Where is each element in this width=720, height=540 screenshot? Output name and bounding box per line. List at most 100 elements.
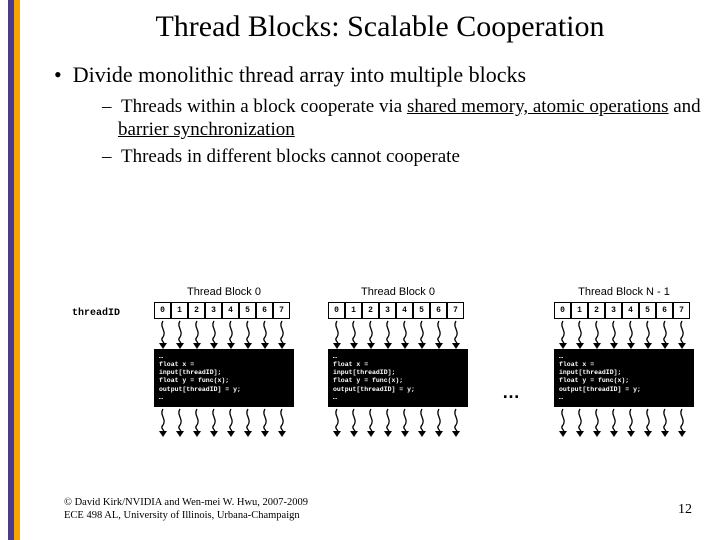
thread-cell: 1 (345, 302, 362, 319)
squiggle-arrow-icon (331, 319, 343, 349)
squiggle-arrow-icon (157, 319, 169, 349)
footer-line1: © David Kirk/NVIDIA and Wen-mei W. Hwu, … (64, 496, 308, 509)
squiggle-arrow-icon (242, 319, 254, 349)
code-box: … float x = input[threadID]; float y = f… (328, 349, 468, 407)
b2a-u1: shared memory, atomic operations (407, 96, 669, 117)
block-title: Thread Block N - 1 (554, 286, 694, 298)
squiggle-arrow-icon (208, 319, 220, 349)
squiggle-arrow-icon (659, 319, 671, 349)
squiggle-arrow-icon (642, 319, 654, 349)
squiggle-arrow-icon (591, 319, 603, 349)
squiggle-arrow-icon (608, 407, 620, 437)
footer-line2: ECE 498 AL, University of Illinois, Urba… (64, 509, 308, 522)
block-title: Thread Block 0 (154, 286, 294, 298)
thread-cell: 2 (588, 302, 605, 319)
squiggle-arrow-icon (225, 407, 237, 437)
squiggle-arrow-icon (574, 407, 586, 437)
thread-cell: 5 (413, 302, 430, 319)
stripe-white (20, 0, 26, 540)
squiggle-arrow-icon (276, 407, 288, 437)
thread-block: Thread Block 0 01234567 … float x = input[… (154, 286, 294, 437)
squiggle-arrow-icon (174, 319, 186, 349)
squiggle-arrow-icon (399, 407, 411, 437)
squiggle-arrow-icon (157, 407, 169, 437)
squiggle-arrow-icon (591, 407, 603, 437)
code-box: … float x = input[threadID]; float y = f… (554, 349, 694, 407)
squiggle-arrow-icon (174, 407, 186, 437)
thread-cell: 0 (554, 302, 571, 319)
squiggle-arrow-icon (225, 319, 237, 349)
squiggle-arrow-icon (365, 407, 377, 437)
arrows-out (154, 407, 290, 437)
ellipsis: … (502, 382, 520, 403)
page-number: 12 (678, 502, 692, 518)
thread-cell: 6 (656, 302, 673, 319)
squiggle-arrow-icon (348, 407, 360, 437)
thread-cell: 4 (222, 302, 239, 319)
squiggle-arrow-icon (557, 319, 569, 349)
squiggle-arrow-icon (557, 407, 569, 437)
thread-cell: 1 (571, 302, 588, 319)
squiggle-arrow-icon (191, 319, 203, 349)
thread-cells-row: 01234567 (328, 302, 468, 319)
blocks-diagram: threadID Thread Block 001234567… float x… (72, 286, 698, 437)
squiggle-arrow-icon (625, 319, 637, 349)
thread-cell: 3 (205, 302, 222, 319)
squiggle-arrow-icon (642, 407, 654, 437)
thread-cell: 2 (188, 302, 205, 319)
arrows-in (328, 319, 464, 349)
threadid-label: threadID (72, 308, 126, 319)
thread-cell: 0 (154, 302, 171, 319)
squiggle-arrow-icon (608, 319, 620, 349)
squiggle-arrow-icon (433, 319, 445, 349)
thread-cell: 4 (396, 302, 413, 319)
squiggle-arrow-icon (399, 319, 411, 349)
squiggle-arrow-icon (382, 407, 394, 437)
b2a-mid: and (668, 96, 700, 117)
thread-cells-row: 01234567 (554, 302, 694, 319)
arrows-in (554, 319, 690, 349)
thread-cell: 5 (639, 302, 656, 319)
thread-cells-row: 01234567 (154, 302, 294, 319)
thread-cell: 7 (673, 302, 690, 319)
thread-block: Thread Block N - 1 01234567 … float x = in… (554, 286, 694, 437)
slide-title: Thread Blocks: Scalable Cooperation (52, 10, 708, 44)
accent-stripes (8, 0, 26, 540)
footer-credits: © David Kirk/NVIDIA and Wen-mei W. Hwu, … (64, 496, 308, 522)
squiggle-arrow-icon (365, 319, 377, 349)
squiggle-arrow-icon (574, 319, 586, 349)
squiggle-arrow-icon (276, 319, 288, 349)
block-title: Thread Block 0 (328, 286, 468, 298)
arrows-in (154, 319, 290, 349)
thread-cell: 6 (430, 302, 447, 319)
squiggle-arrow-icon (208, 407, 220, 437)
thread-block: Thread Block 0 01234567 … float x = input[… (328, 286, 468, 437)
squiggle-arrow-icon (382, 319, 394, 349)
thread-cell: 0 (328, 302, 345, 319)
squiggle-arrow-icon (450, 319, 462, 349)
arrows-out (554, 407, 690, 437)
squiggle-arrow-icon (242, 407, 254, 437)
thread-cell: 7 (273, 302, 290, 319)
squiggle-arrow-icon (625, 407, 637, 437)
thread-cell: 1 (171, 302, 188, 319)
b2a-pre: Threads within a block cooperate via (121, 96, 407, 117)
bullet-level2-a: – Threads within a block cooperate via s… (102, 96, 708, 142)
squiggle-arrow-icon (676, 407, 688, 437)
bullet-level1: • Divide monolithic thread array into mu… (54, 62, 708, 88)
squiggle-arrow-icon (676, 319, 688, 349)
thread-cell: 2 (362, 302, 379, 319)
code-box: … float x = input[threadID]; float y = f… (154, 349, 294, 407)
thread-cell: 3 (605, 302, 622, 319)
squiggle-arrow-icon (191, 407, 203, 437)
thread-cell: 6 (256, 302, 273, 319)
b2a-u2: barrier synchronization (118, 119, 295, 140)
squiggle-arrow-icon (659, 407, 671, 437)
squiggle-arrow-icon (348, 319, 360, 349)
bullet-level2-b: – Threads in different blocks cannot coo… (102, 146, 708, 169)
thread-cell: 7 (447, 302, 464, 319)
squiggle-arrow-icon (450, 407, 462, 437)
arrows-out (328, 407, 464, 437)
squiggle-arrow-icon (331, 407, 343, 437)
squiggle-arrow-icon (259, 319, 271, 349)
